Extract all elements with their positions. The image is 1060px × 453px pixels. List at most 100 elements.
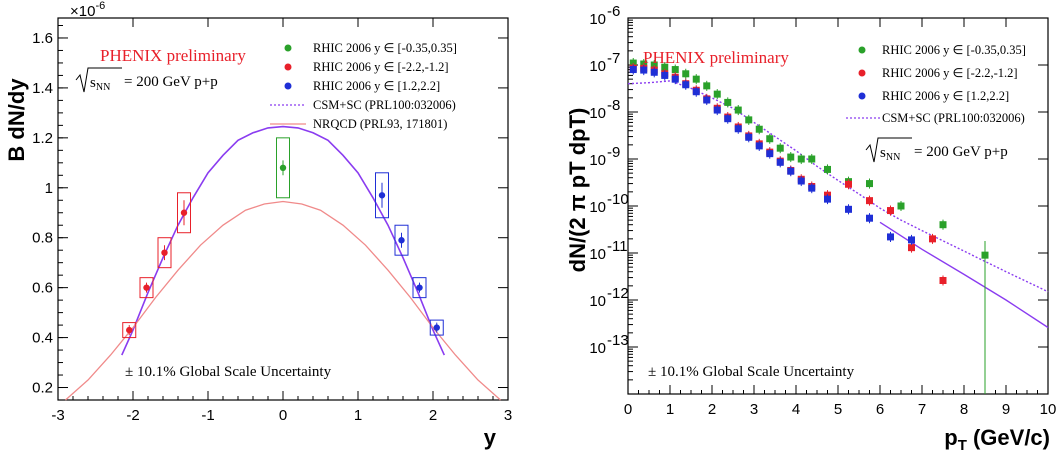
data-point	[661, 71, 669, 79]
data-point	[629, 66, 637, 74]
data-point	[703, 82, 711, 90]
data-point	[897, 202, 905, 210]
data-point	[755, 142, 763, 150]
data-point	[824, 165, 831, 173]
data-point	[713, 106, 721, 114]
left-y-axis-title: B dN/dy	[4, 78, 29, 162]
left-data-points	[122, 137, 444, 339]
data-point	[908, 236, 915, 244]
left-exponent-label: ×10-6	[70, 0, 105, 20]
data-point	[724, 98, 732, 106]
csm-curve	[121, 125, 446, 356]
data-point	[398, 237, 405, 244]
right-y-axis-title: dN/(2 π pT dpT)	[565, 108, 590, 273]
left-legend: RHIC 2006 y ∈ [-0.35,0.35] RHIC 2006 y ∈…	[270, 41, 457, 131]
right-panel: 0 1 2 3 4 5 6 7 8 9 1010-1310-1210-1110-1010-910-8…	[565, 3, 1056, 453]
legend-marker-red	[858, 69, 866, 77]
x-tick-label: 8	[960, 401, 968, 418]
data-point	[939, 221, 947, 229]
sys-box	[139, 277, 154, 299]
x-tick-label: 6	[876, 401, 884, 418]
data-point	[766, 135, 774, 143]
y-tick-label: 10	[589, 340, 606, 357]
data-point	[671, 75, 679, 83]
y-tick-exponent: -8	[607, 97, 620, 114]
sys-box	[276, 137, 290, 199]
y-tick-label: 0.4	[32, 330, 53, 347]
data-point	[866, 180, 873, 188]
left-axis-ticks: -3 -2 -1 0 1 2 3 0.2 0.4 0.6 0.8 1 1.2 1.4 1.6	[32, 18, 512, 424]
y-tick-label: 0.6	[32, 280, 53, 297]
data-point	[887, 207, 894, 215]
data-point	[939, 276, 947, 284]
y-tick-label: 10	[589, 199, 606, 216]
data-point	[713, 90, 721, 98]
y-tick-label: 0.8	[32, 230, 53, 247]
x-tick-label: 3	[750, 401, 758, 418]
data-point	[692, 88, 700, 96]
data-point	[755, 125, 763, 133]
legend-entry: CSM+SC (PRL100:032006)	[882, 111, 1025, 125]
y-tick-exponent: -12	[607, 285, 629, 302]
left-energy-label: sNN = 200 GeV p+p	[75, 67, 218, 93]
legend-entry: RHIC 2006 y ∈ [-2.2,-1.2]	[313, 60, 449, 74]
sys-box	[122, 322, 137, 339]
y-tick-label: 10	[589, 105, 606, 122]
data-point	[640, 66, 648, 74]
y-tick-label: 1	[45, 180, 53, 197]
data-point	[866, 214, 873, 222]
y-tick-exponent: -13	[607, 332, 629, 349]
data-point	[866, 197, 873, 205]
x-tick-label: 4	[792, 401, 800, 418]
x-tick-label: 10	[1040, 401, 1057, 418]
data-point	[682, 81, 690, 89]
data-point	[845, 180, 852, 188]
x-tick-label: 5	[834, 401, 842, 418]
y-tick-label: 10	[589, 293, 606, 310]
data-point	[745, 116, 753, 124]
data-point	[279, 164, 287, 172]
y-tick-exponent: -10	[607, 191, 629, 208]
left-scale-note: ± 10.1% Global Scale Uncertainty	[125, 364, 332, 380]
sys-box	[394, 224, 409, 256]
right-axis-ticks: 0 1 2 3 4 5 6 7 8 9 1010-1310-1210-1110-1010-910-8…	[589, 3, 1056, 418]
x-tick-label: 9	[1002, 401, 1010, 418]
y-tick-label: 0.2	[32, 380, 53, 397]
sys-box	[429, 319, 444, 336]
data-point	[734, 106, 742, 114]
data-point	[724, 115, 732, 123]
x-tick-label: 0	[279, 407, 287, 424]
data-point	[650, 61, 658, 69]
x-tick-label: 2	[708, 401, 716, 418]
x-tick-label: 3	[504, 407, 512, 424]
data-point	[908, 244, 915, 252]
legend-marker-blue	[284, 82, 292, 90]
right-energy-label: sNN = 200 GeV p+p	[865, 137, 1008, 163]
data-point	[745, 133, 753, 141]
x-tick-label: 7	[918, 401, 926, 418]
data-point	[378, 192, 386, 199]
data-point	[161, 249, 168, 256]
sys-box	[412, 277, 427, 299]
data-point	[887, 233, 894, 241]
legend-marker-green	[284, 44, 292, 52]
right-x-axis-title: pT (GeV/c)	[944, 425, 1050, 453]
data-point	[787, 167, 795, 175]
left-x-axis-title: y	[484, 425, 497, 450]
data-point	[734, 125, 742, 133]
left-phenix-label: PHENIX preliminary	[100, 46, 246, 65]
x-tick-label: 1	[354, 407, 362, 424]
data-point	[929, 235, 936, 243]
legend-entry: NRQCD (PRL93, 171801)	[313, 117, 447, 131]
data-point	[824, 195, 831, 203]
y-tick-label: 1.6	[32, 30, 53, 47]
sys-box	[157, 237, 172, 269]
data-point	[776, 158, 784, 166]
csm-curve-solid	[879, 221, 1049, 329]
svg-text:= 200 GeV p+p: = 200 GeV p+p	[124, 74, 218, 90]
legend-marker-red	[284, 63, 292, 71]
right-legend: RHIC 2006 y ∈ [-0.35,0.35] RHIC 2006 y ∈…	[846, 43, 1026, 125]
y-tick-label: 1.4	[32, 80, 53, 97]
nrqcd-curve	[65, 200, 501, 401]
legend-entry: RHIC 2006 y ∈ [1.2,2.2]	[882, 89, 1009, 103]
